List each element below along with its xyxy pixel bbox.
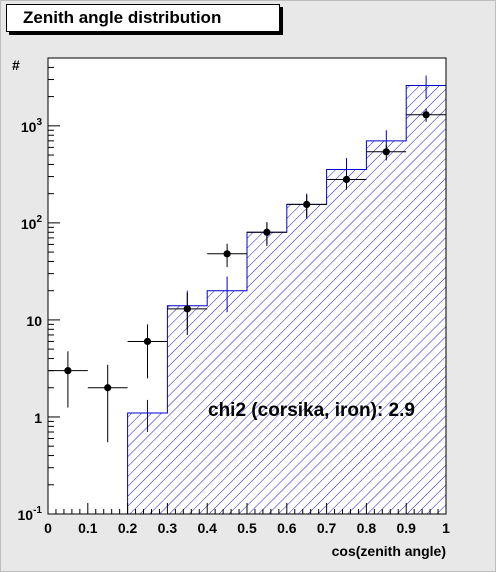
data-point (64, 367, 72, 375)
y-tick-label: 102 (21, 214, 43, 232)
hist-bar (366, 140, 407, 514)
data-point (342, 175, 351, 184)
data-point (263, 228, 271, 236)
y-tick-label: 10-1 (18, 505, 43, 523)
x-tick-label: 0.5 (237, 520, 257, 536)
data-point (183, 305, 191, 313)
x-tick-label: 0.9 (396, 520, 416, 536)
hist-bar (326, 169, 367, 514)
x-tick-label: 0.2 (118, 520, 138, 536)
hist-bar (207, 290, 247, 514)
chart-title: Zenith angle distribution (6, 4, 280, 32)
x-tick-label: 0.1 (78, 520, 98, 536)
x-tick-label: 0.3 (158, 520, 178, 536)
y-axis-title: # (12, 57, 20, 73)
chi2-annotation: chi2 (corsika, iron): 2.9 (208, 400, 415, 421)
data-point (422, 111, 430, 119)
hist-bar (406, 85, 446, 515)
x-tick-label: 0.8 (357, 520, 377, 536)
x-tick-label: 0 (44, 520, 52, 536)
x-tick-label: 0.7 (317, 520, 337, 536)
x-tick-label: 0.4 (197, 520, 217, 536)
data-point (143, 337, 152, 346)
hist-outline (127, 85, 447, 514)
data-point (303, 200, 311, 209)
hist-bar (167, 305, 208, 514)
data-point (223, 250, 231, 258)
data-point (104, 384, 112, 392)
y-tick-label: 10 (26, 313, 42, 329)
hist-bar (286, 204, 327, 514)
x-axis-title: cos(zenith angle) (332, 543, 446, 559)
data-point (382, 148, 390, 156)
x-tick-label: 0.6 (277, 520, 297, 536)
y-tick-label: 103 (21, 117, 43, 135)
x-tick-label: 1 (442, 520, 450, 536)
y-tick-label: 1 (34, 410, 42, 426)
hist-bar (247, 232, 287, 514)
